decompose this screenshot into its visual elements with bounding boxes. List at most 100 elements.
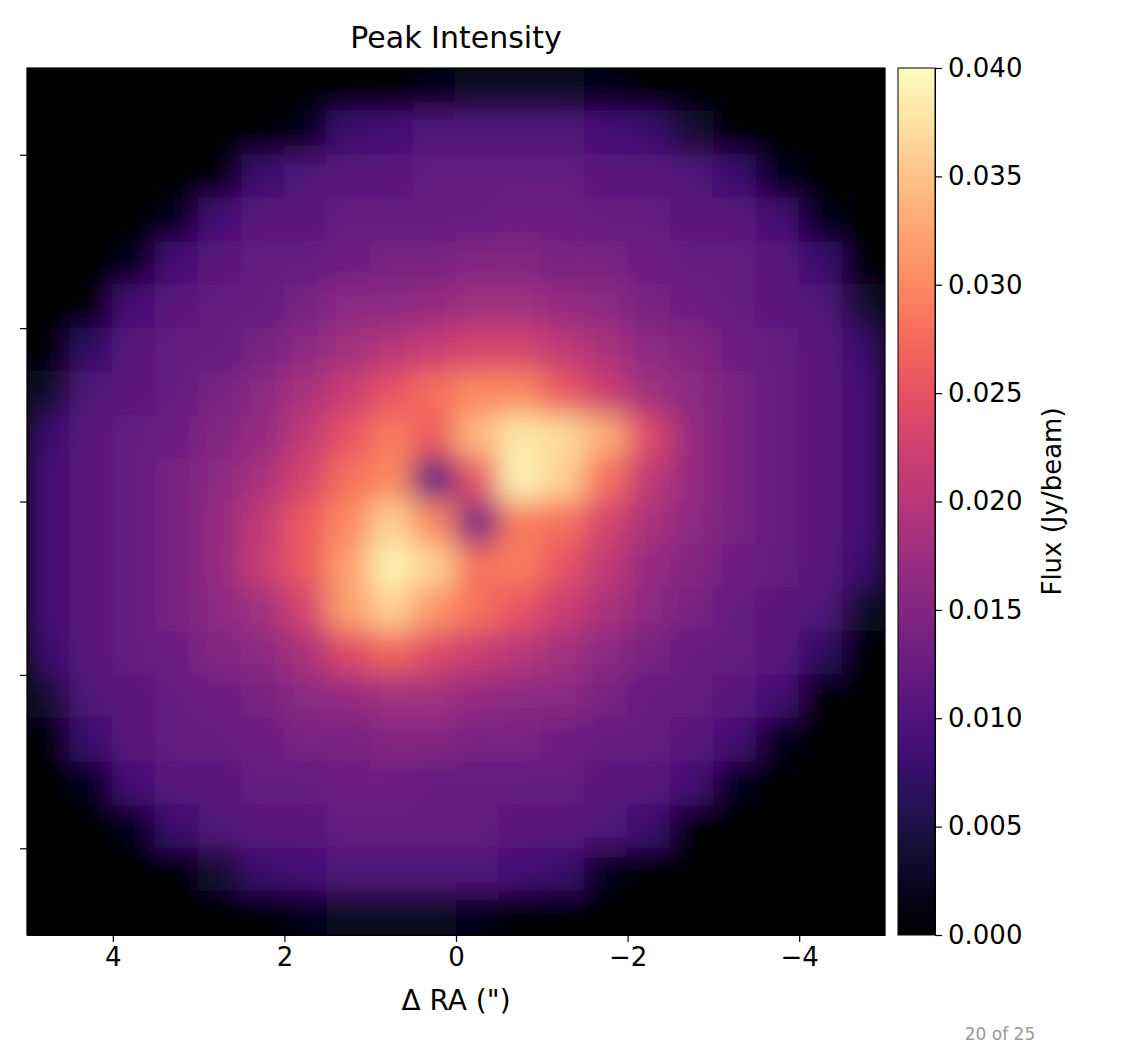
y-tick [20,328,27,329]
heat-cell [69,674,113,718]
heat-cell [756,501,800,545]
heat-cell [842,241,885,285]
heat-cell [842,414,885,458]
heat-cell [198,588,242,632]
x-tick-label: −2 [609,942,647,972]
heat-cell [713,68,757,112]
heat-cell [842,761,885,805]
heat-cell [284,588,328,632]
heat-cell [241,241,285,285]
heat-cell [370,284,414,328]
colorbar-title: Flux (Jy/beam) [1037,407,1067,595]
heat-cell [756,588,800,632]
heat-cell [370,111,414,155]
heat-cell [370,761,414,805]
heat-cell [370,718,414,762]
heat-cell [69,631,113,675]
heat-cell [112,674,156,718]
heat-cell [584,718,628,762]
x-tick: 2 [277,935,294,972]
heat-cell [327,501,371,545]
heat-cell [756,848,800,892]
heat-cell [27,761,70,805]
heat-cell [413,631,457,675]
heat-cell [584,241,628,285]
heat-cell [799,328,843,372]
heat-cell [198,631,242,675]
heat-cell [112,848,156,892]
heat-cell [241,68,285,112]
heat-cell [456,198,500,242]
heat-cell [541,761,585,805]
heat-cell [713,804,757,848]
heat-cell [456,458,500,502]
heat-cell [799,848,843,892]
heat-cell [498,631,542,675]
colorbar-tick-label: 0.010 [948,703,1022,733]
annotation: 20 of 25 [965,1024,1035,1044]
heat-cell [541,154,585,198]
heat-cell [842,458,885,502]
heat-cell [670,241,714,285]
heat-cell [756,241,800,285]
heat-cell [327,371,371,415]
heat-cell [456,371,500,415]
heat-cell [327,804,371,848]
heat-cell [27,111,70,155]
heat-cell [27,501,70,545]
heat-cell [370,848,414,892]
heatmap-clip-group [27,68,885,935]
heat-cell [112,241,156,285]
heat-cell [27,674,70,718]
heat-cell [112,328,156,372]
heat-cell [69,241,113,285]
x-tick-mark [627,935,628,942]
heat-cell [27,458,70,502]
heat-cell [627,371,671,415]
x-tick: 4 [105,935,122,972]
heat-cell [670,111,714,155]
heat-cell [799,154,843,198]
heat-cell [756,804,800,848]
y-tick-mark [20,501,27,502]
heat-cell [155,284,199,328]
heat-cell [155,588,199,632]
heat-cell [155,674,199,718]
heat-cell [584,891,628,935]
heat-cell [799,761,843,805]
heat-cell [541,544,585,588]
heat-cell [799,891,843,935]
heat-cell [370,198,414,242]
y-tick [20,675,27,676]
heat-cell [670,284,714,328]
heat-cell [713,588,757,632]
heat-cell [112,501,156,545]
heat-cell [756,284,800,328]
heat-cell [241,848,285,892]
heat-cell [284,414,328,458]
heat-cell [456,761,500,805]
title: Peak Intensity [350,20,561,55]
heat-cell [284,371,328,415]
heat-cell [327,328,371,372]
heat-cell [498,414,542,458]
heat-cell [584,371,628,415]
heat-cell [198,458,242,502]
heat-cell [842,631,885,675]
heat-cell [799,544,843,588]
heat-cell [456,111,500,155]
heat-cell [713,111,757,155]
heat-cell [284,631,328,675]
heat-cell [670,544,714,588]
y-tick-mark [20,848,27,849]
heat-cell [498,458,542,502]
heat-cell [627,501,671,545]
heat-cell [842,588,885,632]
heat-cell [112,588,156,632]
heat-cell [284,458,328,502]
heat-cell [155,631,199,675]
heat-cell [756,761,800,805]
heat-cell [370,501,414,545]
heat-cell [112,891,156,935]
y-axis [20,69,28,936]
